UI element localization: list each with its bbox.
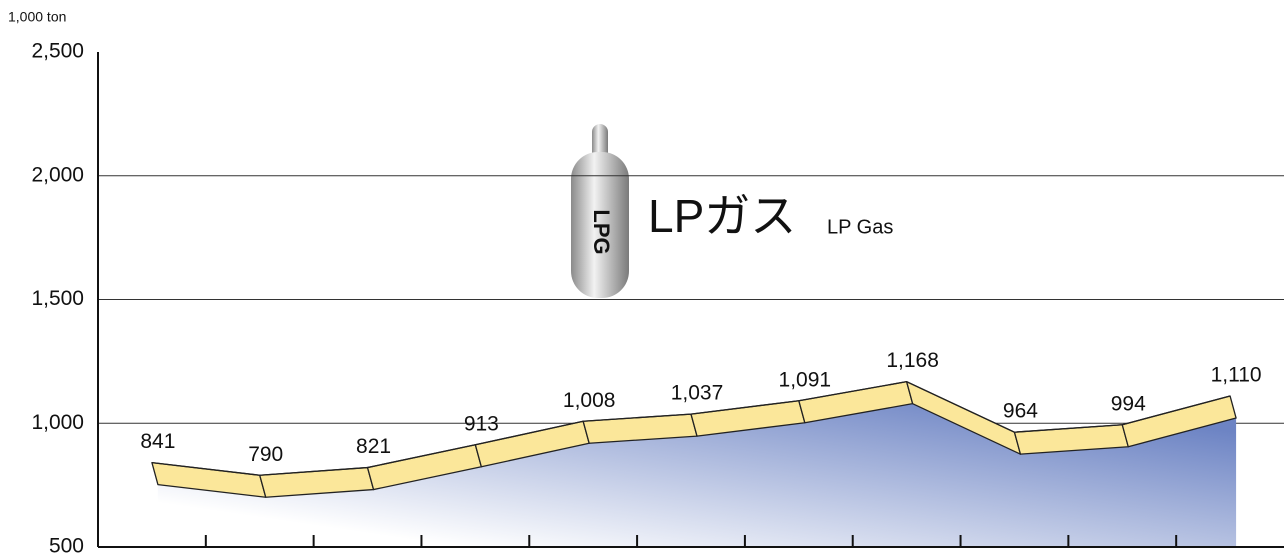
value-label: 1,168	[886, 349, 939, 372]
y-tick-label: 1,000	[31, 411, 84, 434]
y-tick-label: 1,500	[31, 287, 84, 310]
value-label: 821	[356, 435, 391, 458]
y-tick-label: 500	[49, 535, 84, 557]
value-label: 1,008	[563, 389, 616, 412]
value-label: 994	[1111, 392, 1146, 415]
value-label: 913	[464, 412, 499, 435]
chart-subtitle: LP Gas	[827, 216, 893, 238]
y-tick-label: 2,500	[31, 40, 84, 63]
chart-title: LPガス	[648, 190, 796, 242]
value-label: 1,037	[671, 382, 724, 405]
area	[157, 403, 1237, 547]
value-label: 841	[140, 430, 175, 453]
value-label: 1,110	[1211, 364, 1262, 387]
cylinder-icon: LPG	[571, 124, 629, 298]
ribbon-top-line	[151, 380, 1231, 476]
y-tick-label: 2,000	[31, 163, 84, 186]
value-label: 964	[1003, 400, 1038, 423]
cylinder-body	[571, 152, 629, 298]
unit-label: 1,000 ton	[8, 9, 66, 25]
value-label: 790	[248, 443, 283, 466]
value-label: 1,091	[779, 368, 832, 391]
icon-label: LPG	[589, 209, 614, 254]
